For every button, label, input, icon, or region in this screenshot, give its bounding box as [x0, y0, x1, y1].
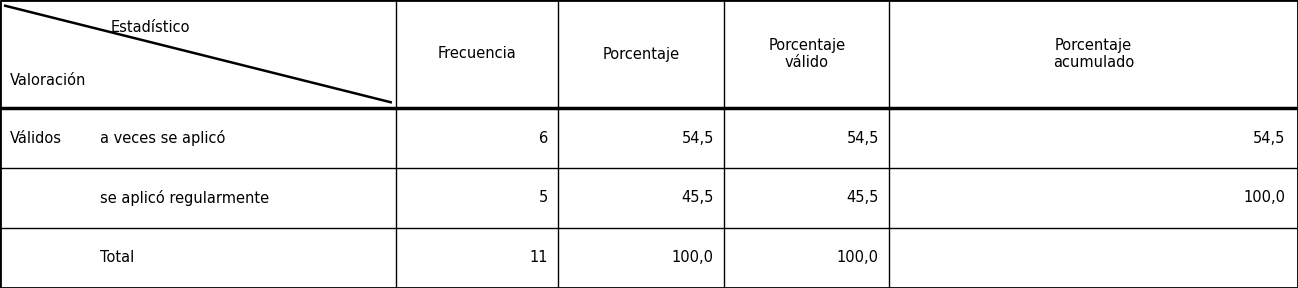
Text: 6: 6	[539, 130, 548, 145]
Text: se aplicó regularmente: se aplicó regularmente	[100, 190, 269, 206]
Text: 100,0: 100,0	[672, 251, 714, 266]
Text: 54,5: 54,5	[681, 130, 714, 145]
Text: 100,0: 100,0	[1243, 190, 1285, 206]
Text: 54,5: 54,5	[846, 130, 879, 145]
Text: Porcentaje
válido: Porcentaje válido	[768, 38, 845, 70]
Text: 45,5: 45,5	[846, 190, 879, 206]
Text: 100,0: 100,0	[837, 251, 879, 266]
Text: Válidos: Válidos	[10, 130, 62, 145]
Text: 54,5: 54,5	[1253, 130, 1285, 145]
Text: 5: 5	[539, 190, 548, 206]
Text: Total: Total	[100, 251, 134, 266]
Text: Porcentaje: Porcentaje	[602, 46, 680, 62]
Text: Porcentaje
acumulado: Porcentaje acumulado	[1053, 38, 1134, 70]
Text: Frecuencia: Frecuencia	[437, 46, 517, 62]
Text: Estadístico: Estadístico	[110, 20, 190, 35]
Text: 45,5: 45,5	[681, 190, 714, 206]
Text: Valoración: Valoración	[10, 73, 87, 88]
Text: 11: 11	[530, 251, 548, 266]
Text: a veces se aplicó: a veces se aplicó	[100, 130, 226, 146]
